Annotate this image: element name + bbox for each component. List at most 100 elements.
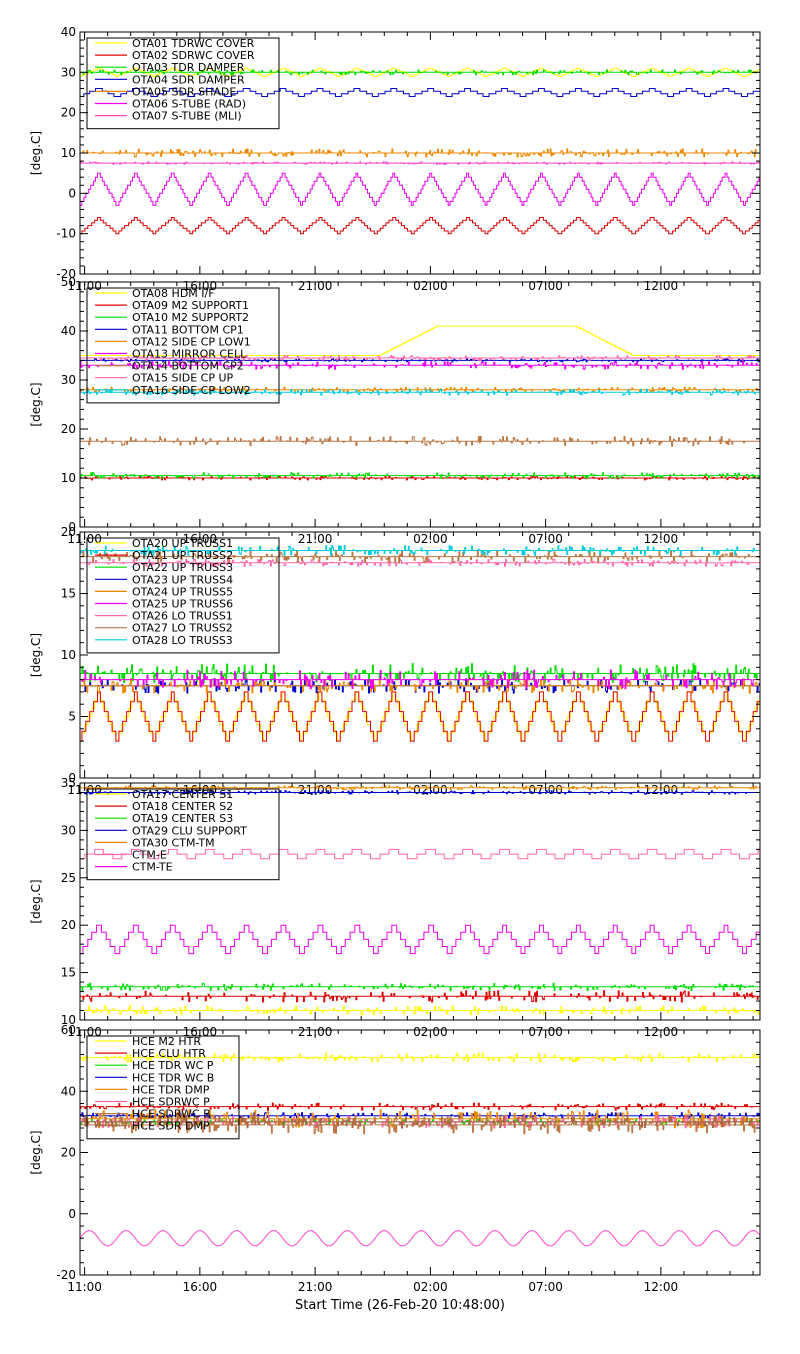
- legend-label: HCE TDR WC B: [132, 1071, 214, 1084]
- y-axis-label: [deg.C]: [29, 131, 43, 175]
- x-tick-label: 07:00: [528, 1280, 563, 1294]
- series-line-4-6: [80, 848, 760, 860]
- series-line-2-6: [80, 360, 760, 370]
- legend-label: HCE SDR DMP: [132, 1120, 210, 1133]
- legend-label: OTA22 UP TRUSS3: [132, 561, 233, 574]
- legend-label: OTA11 BOTTOM CP1: [132, 323, 244, 336]
- series-line-3-3: [80, 663, 760, 684]
- y-axis-label: [deg.C]: [29, 382, 43, 426]
- legend-label: OTA28 LO TRUSS3: [132, 634, 233, 647]
- series-line-3-2: [80, 691, 760, 742]
- series-line-4-7: [80, 924, 760, 955]
- y-tick-label: 40: [61, 25, 76, 39]
- y-tick-label: 20: [61, 918, 76, 932]
- series-line-3-8: [80, 550, 760, 564]
- legend-label: HCE SDRWC P: [132, 1096, 210, 1109]
- y-tick-label: 25: [61, 871, 76, 885]
- series-line-4-1: [80, 1005, 760, 1016]
- series-line-2-5: [80, 386, 760, 393]
- legend-label: OTA25 UP TRUSS6: [132, 598, 233, 611]
- y-tick-label: 30: [61, 373, 76, 387]
- x-tick-label: 21:00: [298, 1280, 333, 1294]
- plot-frame: [79, 281, 761, 528]
- legend-label: CTM-E: [132, 849, 167, 862]
- series-line-5-7: [80, 1115, 760, 1135]
- series-line-3-6: [80, 669, 760, 690]
- legend-label: OTA01 TDRWC COVER: [132, 37, 255, 50]
- y-tick-label: 20: [61, 1146, 76, 1160]
- legend-label: OTA12 SIDE CP LOW1: [132, 335, 251, 348]
- y-tick-label: -10: [56, 227, 76, 241]
- y-tick-label: 5: [68, 710, 76, 724]
- series-line-2-2: [80, 475, 760, 481]
- y-tick-label: 10: [61, 471, 76, 485]
- legend-label: HCE TDR WC P: [132, 1059, 214, 1072]
- legend-box: [86, 37, 280, 130]
- y-axis-label: [deg.C]: [29, 879, 43, 923]
- legend-label: CTM-TE: [132, 861, 173, 874]
- legend-label: OTA13 MIRROR CELL: [132, 348, 247, 361]
- legend-label: OTA14 BOTTOM CP2: [132, 360, 244, 373]
- legend-label: HCE M2 HTR: [132, 1035, 201, 1048]
- series-line-5-2: [80, 1102, 760, 1111]
- series-line-1-4: [80, 88, 760, 97]
- series-line-4-5: [80, 785, 760, 791]
- legend-label: OTA18 CENTER S2: [132, 800, 233, 813]
- y-tick-label: -20: [56, 267, 76, 281]
- series-line-2-4: [80, 358, 760, 363]
- series-line-4-2: [80, 990, 760, 1003]
- series-line-5-5: [80, 1109, 760, 1129]
- y-tick-label: 0: [68, 1207, 76, 1221]
- series-group: [80, 785, 760, 1016]
- legend-label: OTA29 CLU SUPPORT: [132, 824, 247, 837]
- y-tick-label: 60: [61, 1023, 76, 1037]
- series-line-2-7: [80, 435, 760, 447]
- legend-label: OTA07 S-TUBE (MLI): [132, 110, 242, 123]
- series-group: [80, 1052, 760, 1247]
- plot-frame: [79, 782, 761, 1021]
- legend-label: OTA06 S-TUBE (RAD): [132, 98, 246, 111]
- y-tick-label: 20: [61, 525, 76, 539]
- x-tick-label: 12:00: [644, 1280, 679, 1294]
- legend-label: HCE TDR DMP: [132, 1083, 210, 1096]
- series-group: [80, 325, 760, 481]
- legend-box: [86, 287, 280, 404]
- legend-label: OTA03 TDR DAMPER: [132, 61, 245, 74]
- y-tick-label: 30: [61, 823, 76, 837]
- legend-box: [86, 537, 280, 654]
- series-line-2-1: [80, 325, 760, 356]
- legend-label: OTA23 UP TRUSS4: [132, 573, 233, 586]
- series-line-2-9: [80, 388, 760, 396]
- series-line-3-9: [80, 545, 760, 556]
- series-line-1-2: [80, 217, 760, 235]
- y-tick-label: 0: [68, 520, 76, 534]
- y-tick-label: 30: [61, 65, 76, 79]
- series-line-1-5: [80, 148, 760, 158]
- y-tick-label: 20: [61, 422, 76, 436]
- legend-label: OTA30 CTM-TM: [132, 836, 215, 849]
- x-tick-label: 11:00: [67, 1280, 102, 1294]
- legend-label: OTA19 CENTER S3: [132, 812, 233, 825]
- x-axis-title: Start Time (26-Feb-20 10:48:00): [295, 1298, 505, 1313]
- y-tick-label: 15: [61, 966, 76, 980]
- legend-label: OTA20 UP TRUSS1: [132, 537, 233, 550]
- y-tick-label: -20: [56, 1268, 76, 1282]
- legend-label: OTA10 M2 SUPPORT2: [132, 311, 249, 324]
- y-tick-label: 40: [61, 1084, 76, 1098]
- legend-label: OTA27 LO TRUSS2: [132, 622, 233, 635]
- series-line-1-3: [80, 69, 760, 76]
- legend-label: OTA16 SIDE CP LOW2: [132, 384, 251, 397]
- legend-label: OTA15 SIDE CP UP: [132, 372, 234, 385]
- series-line-1-7: [80, 161, 760, 165]
- series-line-4-4: [80, 790, 760, 795]
- legend-label: OTA02 SDRWC COVER: [132, 49, 255, 62]
- y-tick-label: 40: [61, 324, 76, 338]
- legend-label: OTA04 SDR DAMPER: [132, 73, 245, 86]
- series-line-5-1: [80, 1052, 760, 1063]
- legend-label: OTA21 UP TRUSS2: [132, 549, 233, 562]
- legend-box: [86, 788, 280, 881]
- legend-label: OTA24 UP TRUSS5: [132, 585, 233, 598]
